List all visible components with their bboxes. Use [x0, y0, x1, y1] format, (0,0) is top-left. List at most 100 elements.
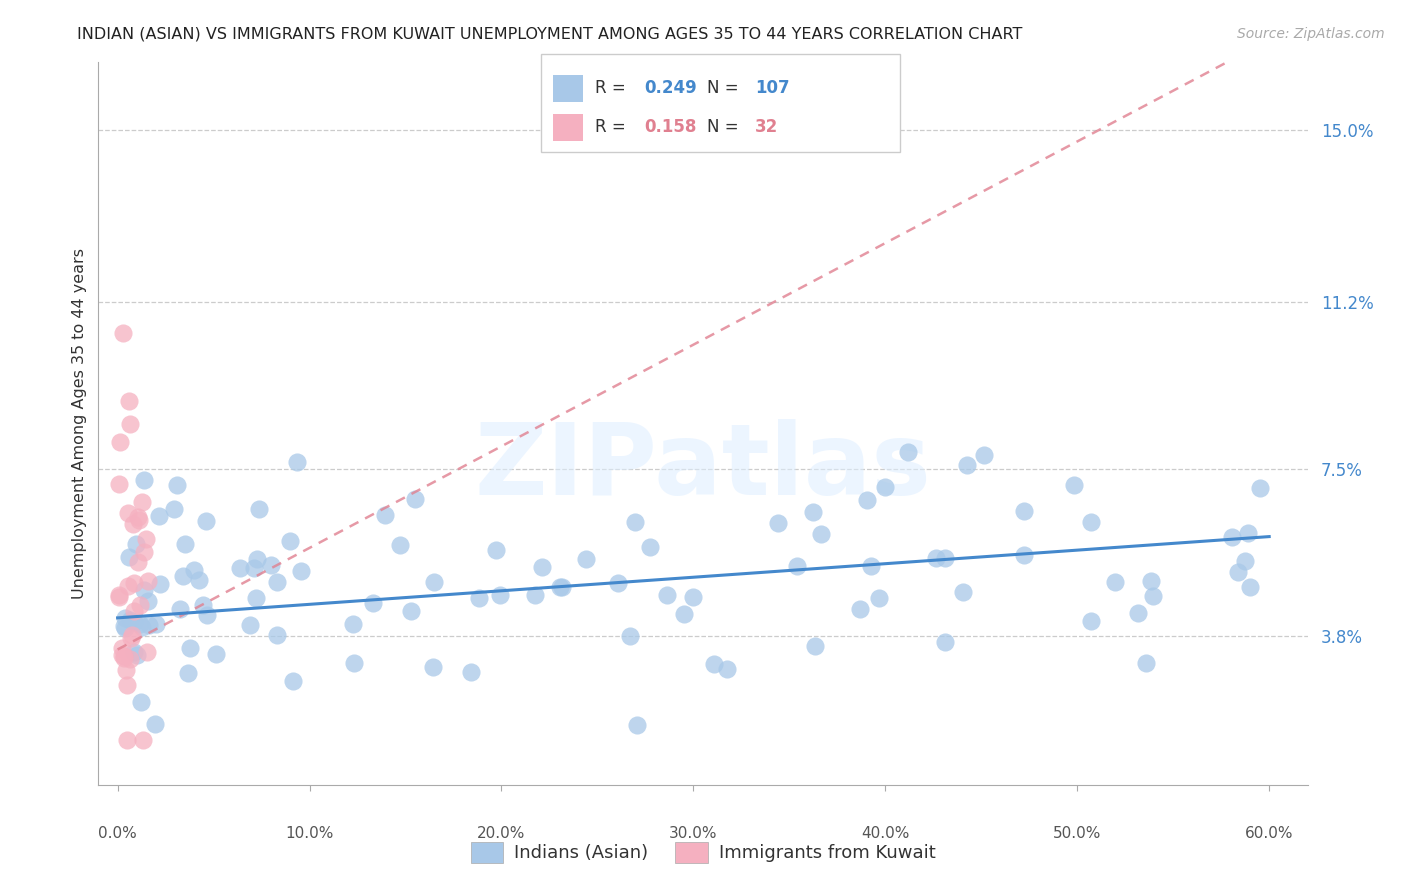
Point: [766, 516, 789, 530]
Point: [107, 591, 129, 605]
Point: [868, 591, 890, 606]
Point: [1080, 515, 1102, 529]
Point: [145, 617, 167, 632]
Point: [136, 645, 159, 659]
Point: [399, 604, 422, 618]
Point: [374, 508, 396, 523]
Y-axis label: Unemployment Among Ages 35 to 44 years: Unemployment Among Ages 35 to 44 years: [72, 248, 87, 599]
Point: [132, 582, 155, 597]
Point: [112, 650, 135, 665]
Point: [112, 326, 135, 341]
Point: [112, 619, 135, 633]
Point: [1012, 504, 1035, 518]
Text: 50.0%: 50.0%: [1053, 826, 1101, 840]
Point: [191, 598, 214, 612]
Point: [118, 417, 141, 431]
Point: [138, 618, 160, 632]
Point: [239, 617, 262, 632]
Point: [107, 588, 129, 602]
Text: N =: N =: [707, 119, 744, 136]
Point: [801, 505, 824, 519]
Point: [485, 542, 508, 557]
Point: [195, 514, 218, 528]
Text: ZIPatlas: ZIPatlas: [475, 418, 931, 516]
Point: [1239, 580, 1261, 594]
Point: [860, 558, 883, 573]
Point: [114, 621, 136, 635]
Point: [129, 598, 152, 612]
Point: [682, 590, 704, 604]
Point: [247, 502, 270, 516]
Point: [786, 559, 808, 574]
Point: [205, 648, 228, 662]
Point: [804, 639, 827, 653]
Point: [163, 501, 186, 516]
Point: [122, 604, 145, 618]
Point: [173, 537, 195, 551]
Point: [177, 665, 200, 680]
Point: [245, 591, 267, 606]
Point: [489, 588, 512, 602]
Point: [145, 717, 167, 731]
Point: [956, 458, 979, 473]
Text: 0.0%: 0.0%: [98, 826, 136, 840]
Point: [619, 629, 641, 643]
Point: [925, 550, 948, 565]
Point: [117, 506, 139, 520]
Point: [575, 552, 598, 566]
Point: [229, 561, 252, 575]
Point: [138, 574, 160, 589]
Text: 10.0%: 10.0%: [285, 826, 333, 840]
Point: [875, 480, 897, 494]
Point: [169, 602, 191, 616]
Point: [122, 615, 145, 629]
Point: [121, 628, 143, 642]
Text: 0.249: 0.249: [644, 79, 697, 97]
Point: [243, 561, 266, 575]
Text: N =: N =: [707, 79, 744, 97]
Point: [136, 594, 159, 608]
Legend: Indians (Asian), Immigrants from Kuwait: Indians (Asian), Immigrants from Kuwait: [464, 835, 942, 870]
Point: [897, 445, 920, 459]
Point: [290, 564, 312, 578]
Point: [551, 580, 574, 594]
Point: [128, 617, 150, 632]
Point: [118, 613, 141, 627]
Point: [388, 537, 411, 551]
Text: 32: 32: [755, 119, 779, 136]
Point: [1012, 548, 1035, 562]
Point: [404, 491, 426, 506]
Point: [278, 533, 301, 548]
Point: [524, 588, 547, 602]
Point: [1237, 526, 1260, 541]
Point: [260, 558, 283, 572]
Point: [363, 596, 385, 610]
Point: [117, 678, 139, 692]
Point: [246, 552, 269, 566]
Point: [266, 575, 288, 590]
Text: R =: R =: [595, 119, 631, 136]
Point: [638, 540, 661, 554]
Point: [131, 620, 153, 634]
Text: 40.0%: 40.0%: [860, 826, 910, 840]
Point: [657, 589, 679, 603]
Point: [973, 448, 995, 462]
Point: [148, 509, 170, 524]
Point: [129, 695, 152, 709]
Point: [120, 631, 142, 645]
Point: [266, 628, 288, 642]
Point: [1063, 478, 1085, 492]
Point: [172, 569, 194, 583]
Point: [1227, 565, 1250, 579]
Point: [343, 656, 366, 670]
Point: [128, 513, 150, 527]
Point: [607, 576, 630, 591]
Point: [1128, 606, 1150, 620]
Point: [934, 551, 956, 566]
Point: [132, 474, 155, 488]
Text: 107: 107: [755, 79, 790, 97]
Text: 20.0%: 20.0%: [477, 826, 526, 840]
Point: [1222, 530, 1244, 544]
Point: [166, 477, 188, 491]
Point: [131, 494, 153, 508]
